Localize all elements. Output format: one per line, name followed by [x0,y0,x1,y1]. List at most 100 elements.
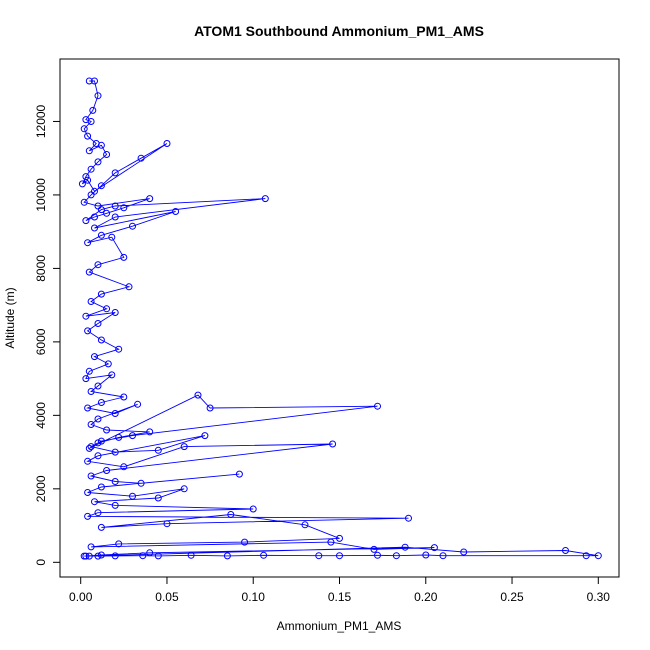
data-point [241,538,249,546]
plot-area [78,77,602,560]
data-point [97,483,105,491]
data-point [104,360,112,368]
data-point [89,106,97,114]
data-point [120,463,128,471]
data-point [223,552,231,560]
data-point [94,439,102,447]
data-point [154,494,162,502]
data-point [146,428,154,436]
data-point [261,195,269,203]
y-axis: 0 2000 4000 6000 8000 10000 12000 [34,104,61,566]
data-point [129,492,136,500]
data-point [84,176,92,184]
data-point [111,309,119,316]
data-point [97,399,105,406]
data-point [103,209,111,217]
y-tick-label: 4000 [34,402,48,429]
data-point [103,305,111,313]
data-point [97,182,105,190]
data-point [85,367,93,375]
data-point [108,233,116,241]
data-point [401,543,409,551]
data-point [180,485,188,493]
data-point [111,478,119,485]
data-point [111,202,119,210]
data-point [137,479,145,487]
data-point [103,426,111,434]
data-point [422,551,430,559]
x-axis-label: Ammonium_PM1_AMS [277,619,402,633]
data-point [103,151,111,158]
data-point [154,446,162,454]
data-point [103,467,111,474]
data-point [154,552,162,560]
data-point [87,543,95,551]
data-point [84,457,92,465]
data-point [97,290,105,298]
data-point [111,169,119,177]
data-point [97,437,105,445]
data-point [85,147,93,155]
data-point [87,191,95,199]
data-point [94,261,102,269]
data-point [94,415,102,423]
data-point [94,92,102,100]
data-point [80,552,88,560]
data-point [94,452,102,460]
y-tick-label: 10000 [34,178,48,212]
x-tick-label: 0.15 [328,590,352,604]
data-point [87,165,95,173]
data-point [111,448,119,456]
y-tick-label: 0 [34,559,48,566]
data-point [562,547,569,554]
data-point [84,327,92,335]
x-tick-label: 0.20 [414,590,438,604]
data-point [97,336,105,344]
data-point [97,523,105,531]
data-point [392,552,400,560]
data-point [163,140,171,147]
data-point [115,345,123,353]
data-point [163,520,171,528]
data-point [115,433,123,441]
data-point [327,538,335,546]
data-point [78,180,86,188]
data-point [336,552,343,560]
data-point [91,498,98,506]
data-point [87,421,95,428]
data-point [84,239,92,247]
data-point [374,551,381,559]
data-point [594,552,602,560]
data-point [108,371,116,379]
chart-title: ATOM1 Southbound Ammonium_PM1_AMS [194,23,484,39]
data-point [120,393,128,401]
data-point [91,353,98,361]
data-point [301,521,309,529]
data-point [111,213,119,221]
data-point [87,443,95,451]
data-point [249,505,257,513]
data-point [374,402,381,410]
data-point [91,224,98,232]
data-point [137,154,145,162]
data-point [235,470,243,478]
data-point [115,540,123,548]
x-tick-label: 0.10 [242,590,266,604]
x-axis: 0.00 0.05 0.10 0.15 0.20 0.25 0.30 [69,576,610,604]
data-point [82,312,90,320]
y-tick-label: 12000 [34,104,48,138]
data-point [120,253,128,261]
data-point [180,443,188,451]
data-point [82,173,90,181]
data-point [91,77,98,85]
x-tick-label: 0.00 [69,590,93,604]
data-point [94,509,102,517]
x-tick-label: 0.05 [155,590,179,604]
data-point [82,217,90,225]
data-point [84,489,92,496]
data-point [94,320,102,327]
data-point [405,514,412,522]
data-point [260,551,268,559]
data-point [87,118,95,125]
